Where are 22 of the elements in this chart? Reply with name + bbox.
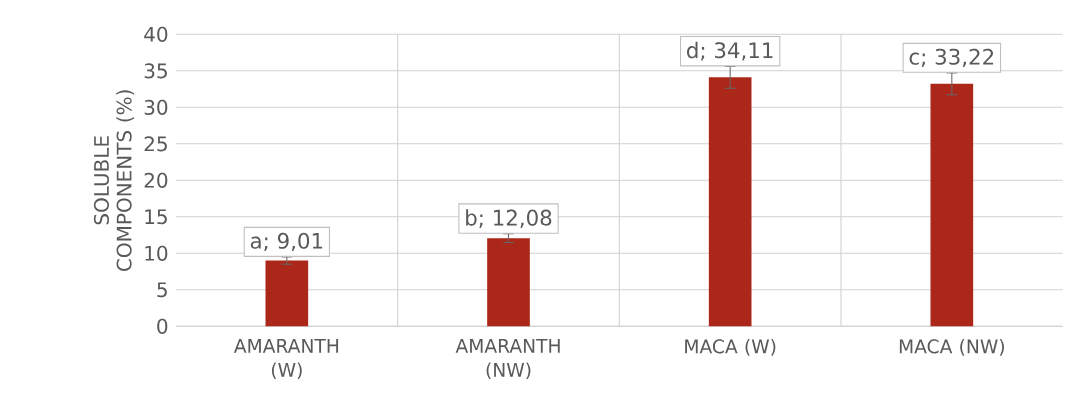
data-label: c; 33,22 [909,48,994,68]
y-tick-label: 0 [157,318,168,334]
bar [930,83,974,327]
y-tick-label: 20 [144,172,168,188]
y-tick-label: 40 [144,26,168,42]
x-tick-label: AMARANTH (NW) [455,339,560,380]
x-tick-label: MACA (W) [685,339,776,356]
y-tick-label: 15 [145,209,167,225]
data-label: a; 9,01 [250,232,323,252]
data-label: b; 12,08 [466,209,552,228]
y-tick-label: 35 [144,63,167,79]
bar [265,260,309,327]
y-axis-title: SOLUBLE COMPONENTS (%) [93,90,135,271]
y-tick-label: 30 [144,99,168,115]
y-tick-label: 25 [144,136,167,152]
y-tick-label: 5 [157,282,167,298]
x-tick-label: MACA (NW) [899,339,1004,356]
bar [487,238,530,327]
bar [708,77,752,327]
data-label: d; 34,11 [687,41,773,61]
y-tick-label: 10 [145,245,168,261]
x-tick-label: AMARANTH (W) [233,339,339,380]
